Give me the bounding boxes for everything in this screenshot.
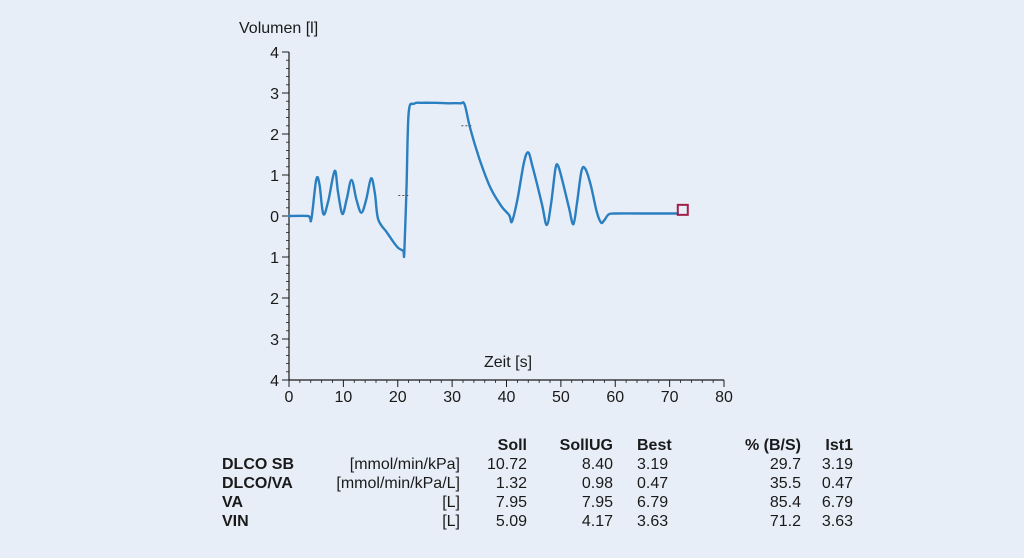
header-spacer bbox=[222, 436, 304, 455]
y-tick-label: 2 bbox=[270, 127, 279, 144]
header-best: Best bbox=[637, 437, 672, 454]
chart-marks bbox=[287, 101, 689, 259]
y-tick-label: 3 bbox=[270, 332, 279, 349]
row-ist: 3.63 bbox=[821, 513, 853, 530]
row-name: DLCO SB bbox=[222, 456, 294, 473]
x-tick-label: 0 bbox=[285, 389, 294, 406]
row-sollug: 7.95 bbox=[581, 494, 613, 511]
row-ist: 3.19 bbox=[821, 456, 853, 473]
row-sollug: 8.40 bbox=[581, 456, 613, 473]
row-pct: 35.5 bbox=[769, 475, 801, 492]
row-best: 6.79 bbox=[637, 494, 669, 511]
header-ist: Ist1 bbox=[825, 437, 853, 454]
x-tick-label: 60 bbox=[606, 389, 624, 406]
volume-curve bbox=[287, 101, 679, 259]
y-tick-label: 0 bbox=[270, 209, 279, 226]
results-row-va: VA [L] 7.95 7.95 6.79 85.4 6.79 bbox=[222, 493, 853, 512]
row-name: DLCO/VA bbox=[222, 475, 293, 492]
row-pct: 29.7 bbox=[769, 456, 801, 473]
row-sollug: 4.17 bbox=[581, 513, 613, 530]
header-sollug: SollUG bbox=[559, 437, 613, 454]
x-tick-label: 70 bbox=[661, 389, 679, 406]
row-sollug: 0.98 bbox=[581, 475, 613, 492]
y-tick-label: 1 bbox=[270, 250, 279, 267]
header-spacer bbox=[304, 436, 472, 455]
results-row-dlco-va: DLCO/VA [mmol/min/kPa/L] 1.32 0.98 0.47 … bbox=[222, 474, 853, 493]
row-unit: [mmol/min/kPa] bbox=[349, 456, 460, 473]
row-soll: 7.95 bbox=[495, 494, 527, 511]
y-tick-label: 4 bbox=[270, 45, 279, 62]
results-row-vin: VIN [L] 5.09 4.17 3.63 71.2 3.63 bbox=[222, 512, 853, 531]
row-soll: 5.09 bbox=[495, 513, 527, 530]
row-unit: [L] bbox=[442, 513, 460, 530]
y-axis-title: Volumen [l] bbox=[239, 20, 318, 37]
row-soll: 10.72 bbox=[486, 456, 527, 473]
results-table: Soll SollUG Best % (B/S) Ist1 DLCO SB [m… bbox=[222, 436, 853, 531]
y-tick-label: 2 bbox=[270, 291, 279, 308]
row-name: VIN bbox=[222, 513, 249, 530]
end-marker bbox=[676, 203, 689, 216]
row-best: 3.19 bbox=[637, 456, 669, 473]
row-soll: 1.32 bbox=[495, 475, 527, 492]
x-tick-label: 50 bbox=[552, 389, 570, 406]
row-pct: 85.4 bbox=[769, 494, 801, 511]
row-unit: [L] bbox=[442, 494, 460, 511]
row-unit: [mmol/min/kPa/L] bbox=[336, 475, 460, 492]
results-row-dlco-sb: DLCO SB [mmol/min/kPa] 10.72 8.40 3.19 2… bbox=[222, 455, 853, 474]
x-tick-label: 10 bbox=[334, 389, 352, 406]
row-best: 3.63 bbox=[637, 513, 669, 530]
x-tick-label: 30 bbox=[443, 389, 461, 406]
x-tick-label: 40 bbox=[498, 389, 516, 406]
row-name: VA bbox=[222, 494, 244, 511]
x-tick-label: 20 bbox=[389, 389, 407, 406]
row-pct: 71.2 bbox=[769, 513, 801, 530]
y-tick-label: 1 bbox=[270, 168, 279, 185]
y-tick-label: 4 bbox=[270, 373, 279, 390]
y-tick-label: 3 bbox=[270, 86, 279, 103]
row-ist: 0.47 bbox=[821, 475, 853, 492]
header-soll: Soll bbox=[497, 437, 527, 454]
row-best: 0.47 bbox=[637, 475, 669, 492]
results-header-row: Soll SollUG Best % (B/S) Ist1 bbox=[222, 436, 853, 455]
x-tick-label: 80 bbox=[715, 389, 733, 406]
header-pct: % (B/S) bbox=[745, 437, 801, 454]
row-ist: 6.79 bbox=[821, 494, 853, 511]
x-axis-title: Zeit [s] bbox=[484, 354, 532, 371]
